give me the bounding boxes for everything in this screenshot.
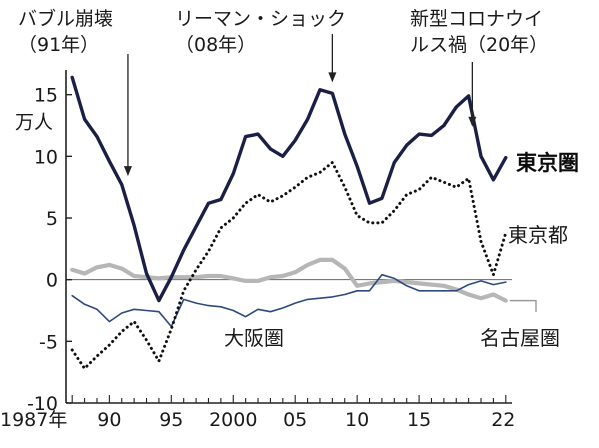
annotation-arrow-head: [123, 166, 132, 177]
label-leader-line: [509, 299, 537, 312]
y-tick-label: 0: [46, 270, 58, 292]
series-label: 東京都: [508, 223, 568, 247]
annotation-text: リーマン・ショック: [175, 8, 346, 30]
y-unit-label: 万人: [15, 111, 53, 133]
x-tick-label: 2000: [209, 409, 257, 431]
annotation-arrow-head: [468, 116, 477, 127]
annotation-text: ルス禍（20年）: [410, 34, 548, 56]
x-tick-label: 05: [283, 409, 307, 431]
annotation-text: 新型コロナウイ: [410, 8, 543, 30]
series-layer: [70, 75, 508, 370]
y-tick-label: 5: [46, 208, 58, 230]
x-tick-label: 1987年: [0, 409, 67, 431]
series-label: 名古屋圏: [480, 326, 560, 350]
series-line: [70, 161, 508, 370]
x-tick-label: 10: [345, 409, 369, 431]
chart-axes: 15 10 5 0 -5 -10 万人 1987年 90 95 2000 05 10 15 22: [0, 70, 515, 431]
y-tick-label: -10: [27, 393, 58, 415]
x-tick-label: 90: [97, 409, 121, 431]
y-tick-label: 10: [34, 146, 58, 168]
x-tick-label: 15: [407, 409, 431, 431]
series-line: [70, 75, 508, 303]
annotation-text: （08年）: [175, 34, 256, 56]
series-line: [70, 257, 508, 303]
series-label: 東京圏: [516, 151, 579, 175]
series-line: [71, 273, 507, 328]
annotation-text: バブル崩壊: [18, 7, 113, 30]
x-tick-label: 22: [491, 409, 515, 431]
annotation-arrow-head: [328, 72, 337, 83]
y-tick-label: -5: [39, 331, 58, 353]
y-tick-label: 15: [34, 85, 58, 107]
annotation-text: （91年）: [18, 34, 99, 56]
series-label: 大阪圏: [224, 326, 284, 350]
x-tick-label: 95: [159, 409, 183, 431]
